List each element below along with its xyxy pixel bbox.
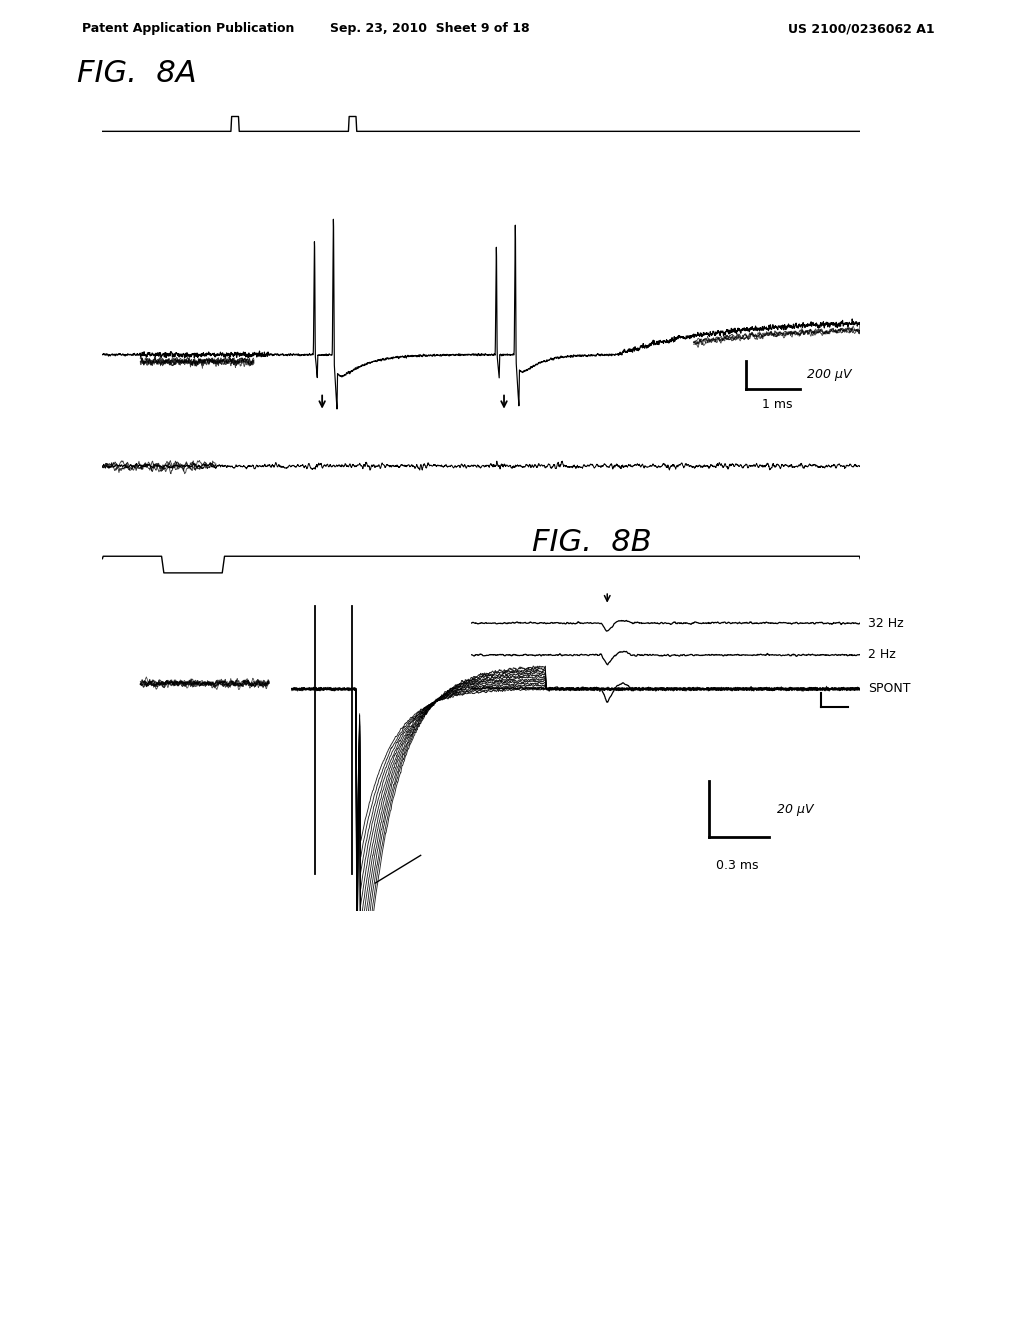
Text: 32 Hz: 32 Hz xyxy=(868,616,903,630)
Text: Sep. 23, 2010  Sheet 9 of 18: Sep. 23, 2010 Sheet 9 of 18 xyxy=(331,22,529,36)
Text: 1 ms: 1 ms xyxy=(762,399,793,411)
Text: 20 μV: 20 μV xyxy=(777,803,813,816)
Text: US 2100/0236062 A1: US 2100/0236062 A1 xyxy=(788,22,935,36)
Text: 200 μV: 200 μV xyxy=(807,368,852,381)
Text: 0.3 ms: 0.3 ms xyxy=(716,859,759,873)
Text: FIG.  8B: FIG. 8B xyxy=(532,528,652,557)
Text: SPONT: SPONT xyxy=(868,682,910,694)
Text: FIG.  8A: FIG. 8A xyxy=(77,59,197,88)
Text: 2 Hz: 2 Hz xyxy=(868,648,896,661)
Text: Patent Application Publication: Patent Application Publication xyxy=(82,22,294,36)
